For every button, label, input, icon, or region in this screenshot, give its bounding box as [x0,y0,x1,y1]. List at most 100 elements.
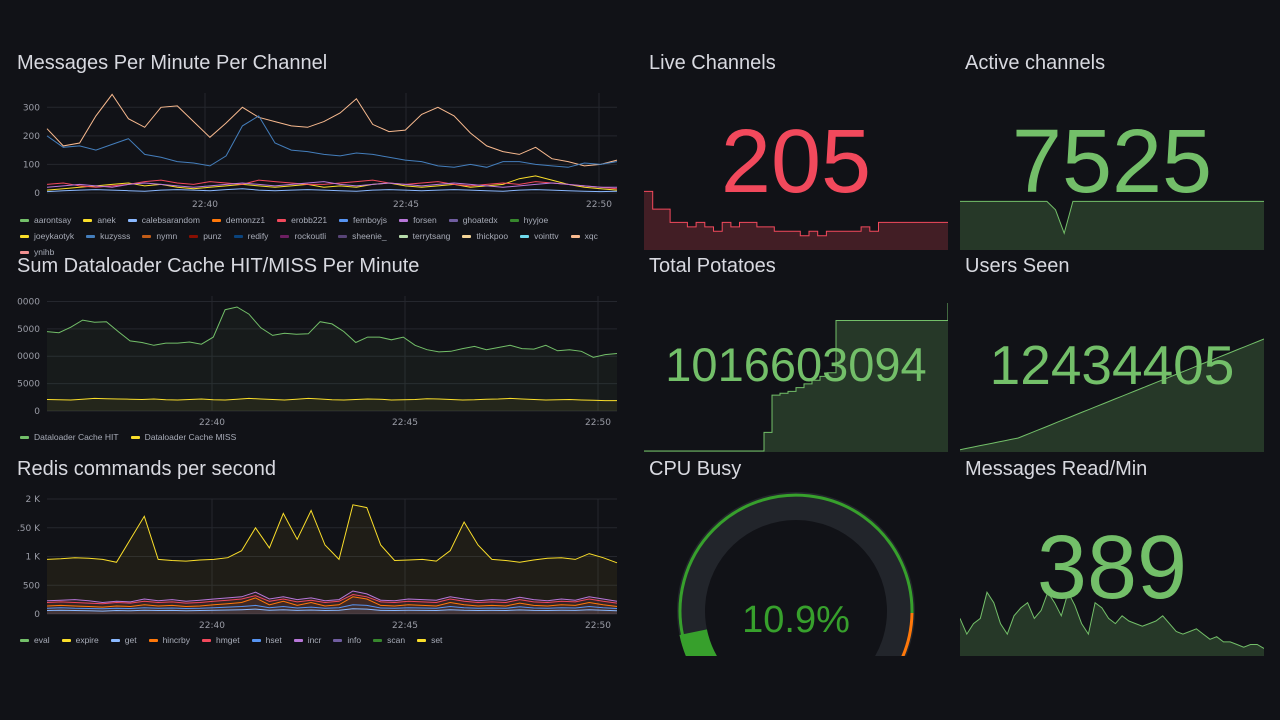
legend-label: erobb221 [291,215,328,225]
gauge-threshold-orange [901,612,914,656]
legend-item-scan[interactable]: scan [373,635,405,645]
legend-swatch [398,234,408,238]
legend-item-get[interactable]: get [110,635,137,645]
sparkline-line [644,303,948,452]
legend-item-xqc[interactable]: xqc [570,231,598,241]
redis-chart[interactable]: 0 500 1 K 1.50 K 2 K 22:40 22:45 22:50 [17,491,629,651]
legend-item-info[interactable]: info [333,635,361,645]
legend-label: get [124,635,137,645]
legend-label: vointtv [534,231,559,241]
legend-item-hyyjoe[interactable]: hyyjoe [509,215,548,225]
cache-panel-title[interactable]: Sum Dataloader Cache HIT/MISS Per Minute [17,255,420,277]
legend-item-erobb221[interactable]: erobb221 [277,215,327,225]
legend-label: demonzz1 [225,215,266,225]
users-seen-panel: Users Seen 12434405 [960,255,1264,453]
legend-item-calebsarandom[interactable]: calebsarandom [127,215,200,225]
redis-legend: eval expire get hincrby hmget hset incr info sca… [20,635,600,645]
legend-item-terrytsang[interactable]: terrytsang [398,231,450,241]
legend-item-kuzysss[interactable]: kuzysss [86,231,130,241]
series-area-hset [47,604,617,614]
legend-label: sheenie_ [352,231,387,241]
sparkline-line [960,590,1264,649]
messages-read-panel: Messages Read/Min 389 [960,458,1264,656]
sparkline-line [960,338,1264,451]
legend-item-vointtv[interactable]: vointtv [520,231,559,241]
legend-item-punz[interactable]: punz [189,231,222,241]
series-line-hmget [46,593,618,605]
legend-swatch [251,638,261,642]
legend-label: set [431,635,443,645]
y-tick-label: 10000 [17,352,40,362]
cache-chart[interactable]: 0 5000 10000 15000 20000 22:40 22:45 22:50 [17,288,629,448]
legend-label: expire [75,635,99,645]
legend-item-set[interactable]: set [417,635,442,645]
legend-item-ynihb[interactable]: ynihb [20,247,54,257]
y-tick-label: 1 K [26,553,42,563]
messages-read-title[interactable]: Messages Read/Min [965,458,1148,480]
redis-panel-title[interactable]: Redis commands per second [17,458,277,480]
active-channels-panel: Active channels 7525 [960,52,1264,250]
legend-item-redify[interactable]: redify [233,231,268,241]
legend-item-forsen[interactable]: forsen [399,215,437,225]
legend-item-demonzz1[interactable]: demonzz1 [211,215,266,225]
x-tick-label: 22:40 [199,418,225,428]
total-potatoes-value: 1016603094 [665,338,927,391]
legend-item-hincrby[interactable]: hincrby [148,635,190,645]
legend-item-dataloader-cache-hit[interactable]: Dataloader Cache HIT [20,432,119,442]
legend-label: info [347,635,362,645]
series-line-hset [46,604,618,610]
legend-item-femboyjs[interactable]: femboyjs [339,215,387,225]
legend-item-rockoutli[interactable]: rockoutli [280,231,326,241]
messages-panel-title[interactable]: Messages Per Minute Per Channel [17,52,328,74]
legend-swatch [130,435,140,439]
series-area-hmget [47,594,617,614]
x-tick-label: 22:40 [199,621,225,631]
legend-item-nymn[interactable]: nymn [142,231,177,241]
legend-item-sheenie[interactable]: sheenie_ [338,231,387,241]
cpu-busy-title[interactable]: CPU Busy [649,458,742,480]
series-line-dataloader-cache-hit [46,306,618,358]
legend-item-eval[interactable]: eval [20,635,50,645]
legend-item-joeykaotyk[interactable]: joeykaotyk [20,231,74,241]
legend-item-thickpoo[interactable]: thickpoo [462,231,508,241]
legend-label: hincrby [162,635,190,645]
legend-swatch [61,638,71,642]
legend-item-hmget[interactable]: hmget [201,635,240,645]
legend-item-incr[interactable]: incr [293,635,321,645]
legend-swatch [20,435,29,439]
legend-label: anek [97,215,116,225]
cache-legend: Dataloader Cache HIT Dataloader Cache MIS… [20,432,600,442]
active-channels-title[interactable]: Active channels [965,52,1106,74]
live-channels-sparkline [644,190,948,250]
legend-label: femboyjs [353,215,388,225]
legend-swatch [570,234,580,238]
legend-swatch [338,234,348,238]
series-line-forsen [46,181,617,188]
users-seen-title[interactable]: Users Seen [965,255,1070,277]
legend-swatch [189,234,199,238]
legend-swatch [399,218,409,222]
legend-swatch [127,218,137,222]
gauge-value-arc [679,628,718,656]
series-line-hincrby [46,596,618,608]
legend-item-dataloader-cache-miss[interactable]: Dataloader Cache MISS [130,432,236,442]
legend-label: joeykaotyk [34,231,75,241]
legend-item-anek[interactable]: anek [83,215,116,225]
total-potatoes-title[interactable]: Total Potatoes [649,255,776,277]
legend-label: ghoatedx [462,215,498,225]
legend-swatch [333,638,343,642]
legend-swatch [201,638,211,642]
legend-label: calebsarandom [141,215,200,225]
legend-label: hset [265,635,282,645]
legend-item-aarontsay[interactable]: aarontsay [20,215,71,225]
live-channels-title[interactable]: Live Channels [649,52,776,74]
messages-chart[interactable]: 0 100 200 300 22:40 22:45 22:50 [17,85,629,245]
cpu-busy-panel: CPU Busy 10.9% [644,458,948,656]
legend-item-hset[interactable]: hset [251,635,282,645]
legend-label: rockoutli [294,231,327,241]
series-line-incr [46,590,618,604]
legend-item-expire[interactable]: expire [61,635,99,645]
legend-swatch [280,234,290,238]
legend-swatch [20,234,29,238]
legend-item-ghoatedx[interactable]: ghoatedx [448,215,498,225]
